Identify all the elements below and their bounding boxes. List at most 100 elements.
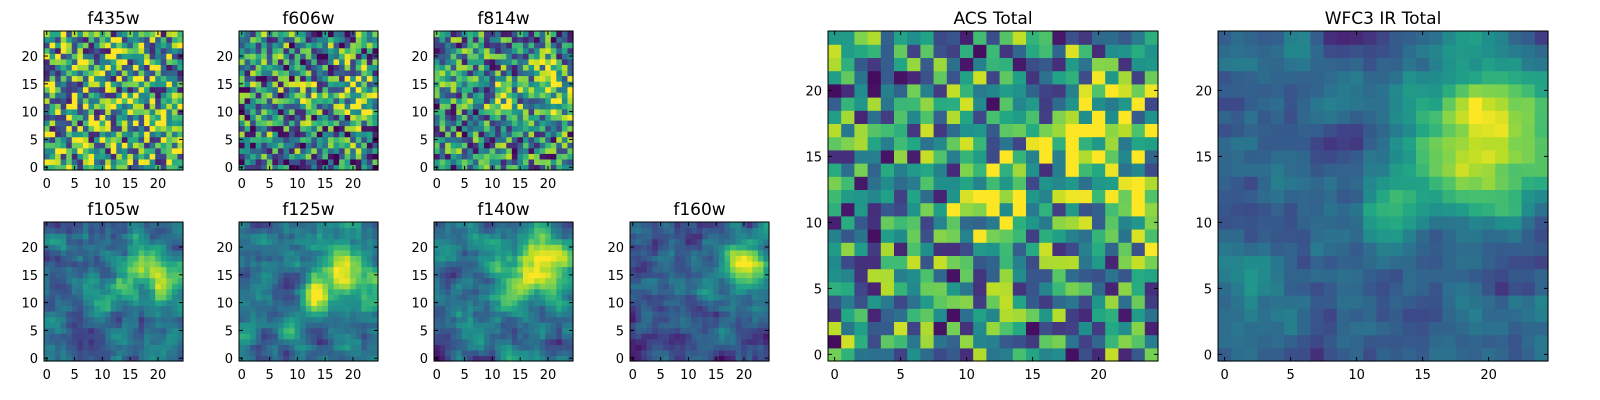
x-tick-label: 15: [122, 177, 139, 192]
heatmap-cell: [702, 260, 709, 268]
heatmap-cell: [127, 131, 134, 138]
heatmap-cell: [757, 310, 765, 318]
heatmap-cell: [239, 322, 246, 329]
heatmap-cell: [55, 47, 62, 54]
heatmap-cell: [121, 333, 128, 340]
heatmap-cell: [77, 266, 84, 273]
heatmap-cell: [250, 310, 257, 318]
heatmap-cell: [255, 294, 262, 301]
heatmap-cell: [250, 294, 257, 301]
heatmap-cell: [344, 114, 351, 121]
heatmap-cell: [277, 158, 285, 166]
heatmap-cell: [467, 227, 474, 234]
heatmap-cell: [854, 176, 869, 190]
heatmap-cell: [94, 288, 101, 295]
heatmap-cell: [366, 42, 374, 49]
heatmap-cell: [630, 266, 637, 273]
heatmap-cell: [322, 125, 329, 132]
heatmap-cell: [730, 333, 737, 340]
heatmap-cell: [439, 125, 446, 132]
heatmap-cell: [49, 233, 56, 240]
heatmap-cell: [138, 299, 145, 306]
heatmap-cell: [244, 119, 251, 127]
heatmap-cell: [372, 260, 379, 268]
heatmap-cell: [339, 288, 346, 295]
heatmap-cell: [255, 58, 262, 65]
heatmap-cell: [854, 242, 869, 256]
heatmap-cell: [1026, 295, 1040, 309]
heatmap-cell: [1118, 242, 1133, 256]
heatmap-cell: [171, 119, 179, 127]
heatmap-cell: [272, 86, 279, 93]
heatmap-cell: [71, 119, 78, 127]
heatmap-cell: [344, 69, 351, 77]
heatmap-cell: [680, 238, 687, 245]
heatmap-cell: [484, 305, 491, 312]
heatmap-cell: [746, 344, 753, 351]
heatmap-cell: [322, 305, 329, 312]
heatmap-cell: [333, 222, 340, 229]
heatmap-cell: [94, 58, 101, 65]
heatmap-cell: [668, 244, 676, 251]
heatmap-cell: [171, 103, 179, 110]
heatmap-cell: [517, 272, 524, 279]
heatmap-cell: [691, 355, 698, 362]
heatmap-cell: [495, 266, 502, 273]
heatmap-cell: [752, 266, 759, 273]
heatmap-cell: [517, 283, 524, 290]
heatmap-cell: [472, 305, 480, 312]
heatmap-cell: [99, 147, 106, 154]
heatmap-cell: [707, 222, 714, 229]
heatmap-cell: [707, 255, 714, 262]
heatmap-cell: [305, 349, 312, 357]
heatmap-cell: [567, 305, 574, 312]
heatmap-cell: [946, 295, 961, 309]
heatmap-cell: [561, 244, 569, 251]
heatmap-cell: [522, 238, 530, 245]
heatmap-cell: [344, 249, 351, 256]
heatmap-cell: [372, 266, 379, 273]
heatmap-cell: [44, 322, 51, 329]
heatmap-cell: [702, 227, 709, 234]
heatmap-cell: [88, 316, 95, 323]
heatmap-cell: [641, 322, 648, 329]
heatmap-cell: [88, 97, 95, 104]
heatmap-cell: [300, 222, 307, 229]
heatmap-cell: [149, 299, 156, 306]
heatmap-cell: [344, 75, 351, 82]
heatmap-cell: [495, 305, 502, 312]
heatmap-cell: [333, 86, 340, 93]
heatmap-cell: [99, 260, 106, 268]
heatmap-cell: [361, 97, 368, 104]
heatmap-cell: [680, 249, 687, 256]
heatmap-cell: [272, 260, 279, 268]
heatmap-cell: [445, 338, 452, 345]
heatmap-cell: [960, 176, 974, 190]
heatmap-cell: [94, 69, 101, 77]
heatmap-cell: [1012, 308, 1027, 322]
heatmap-cell: [746, 349, 753, 357]
heatmap-cell: [1026, 189, 1040, 204]
heatmap-cell: [160, 316, 167, 323]
heatmap-cell: [718, 338, 726, 345]
heatmap-cell: [539, 114, 546, 121]
heatmap-cell: [545, 233, 552, 240]
heatmap-cell: [522, 277, 530, 284]
heatmap-cell: [289, 164, 296, 171]
heatmap-cell: [668, 222, 676, 229]
heatmap-cell: [316, 136, 323, 143]
heatmap-cell: [550, 349, 557, 357]
heatmap-cell: [60, 249, 67, 256]
heatmap-cell: [461, 136, 468, 143]
heatmap-cell: [657, 316, 664, 323]
heatmap-cell: [132, 158, 140, 166]
heatmap-cell: [171, 355, 179, 362]
heatmap-cell: [461, 142, 468, 149]
heatmap-cell: [1026, 202, 1040, 217]
heatmap-cell: [244, 53, 251, 60]
heatmap-cell: [272, 238, 279, 245]
heatmap-cell: [55, 294, 62, 301]
heatmap-cell: [657, 305, 664, 312]
heatmap-cell: [244, 355, 251, 362]
heatmap-cell: [999, 334, 1014, 349]
